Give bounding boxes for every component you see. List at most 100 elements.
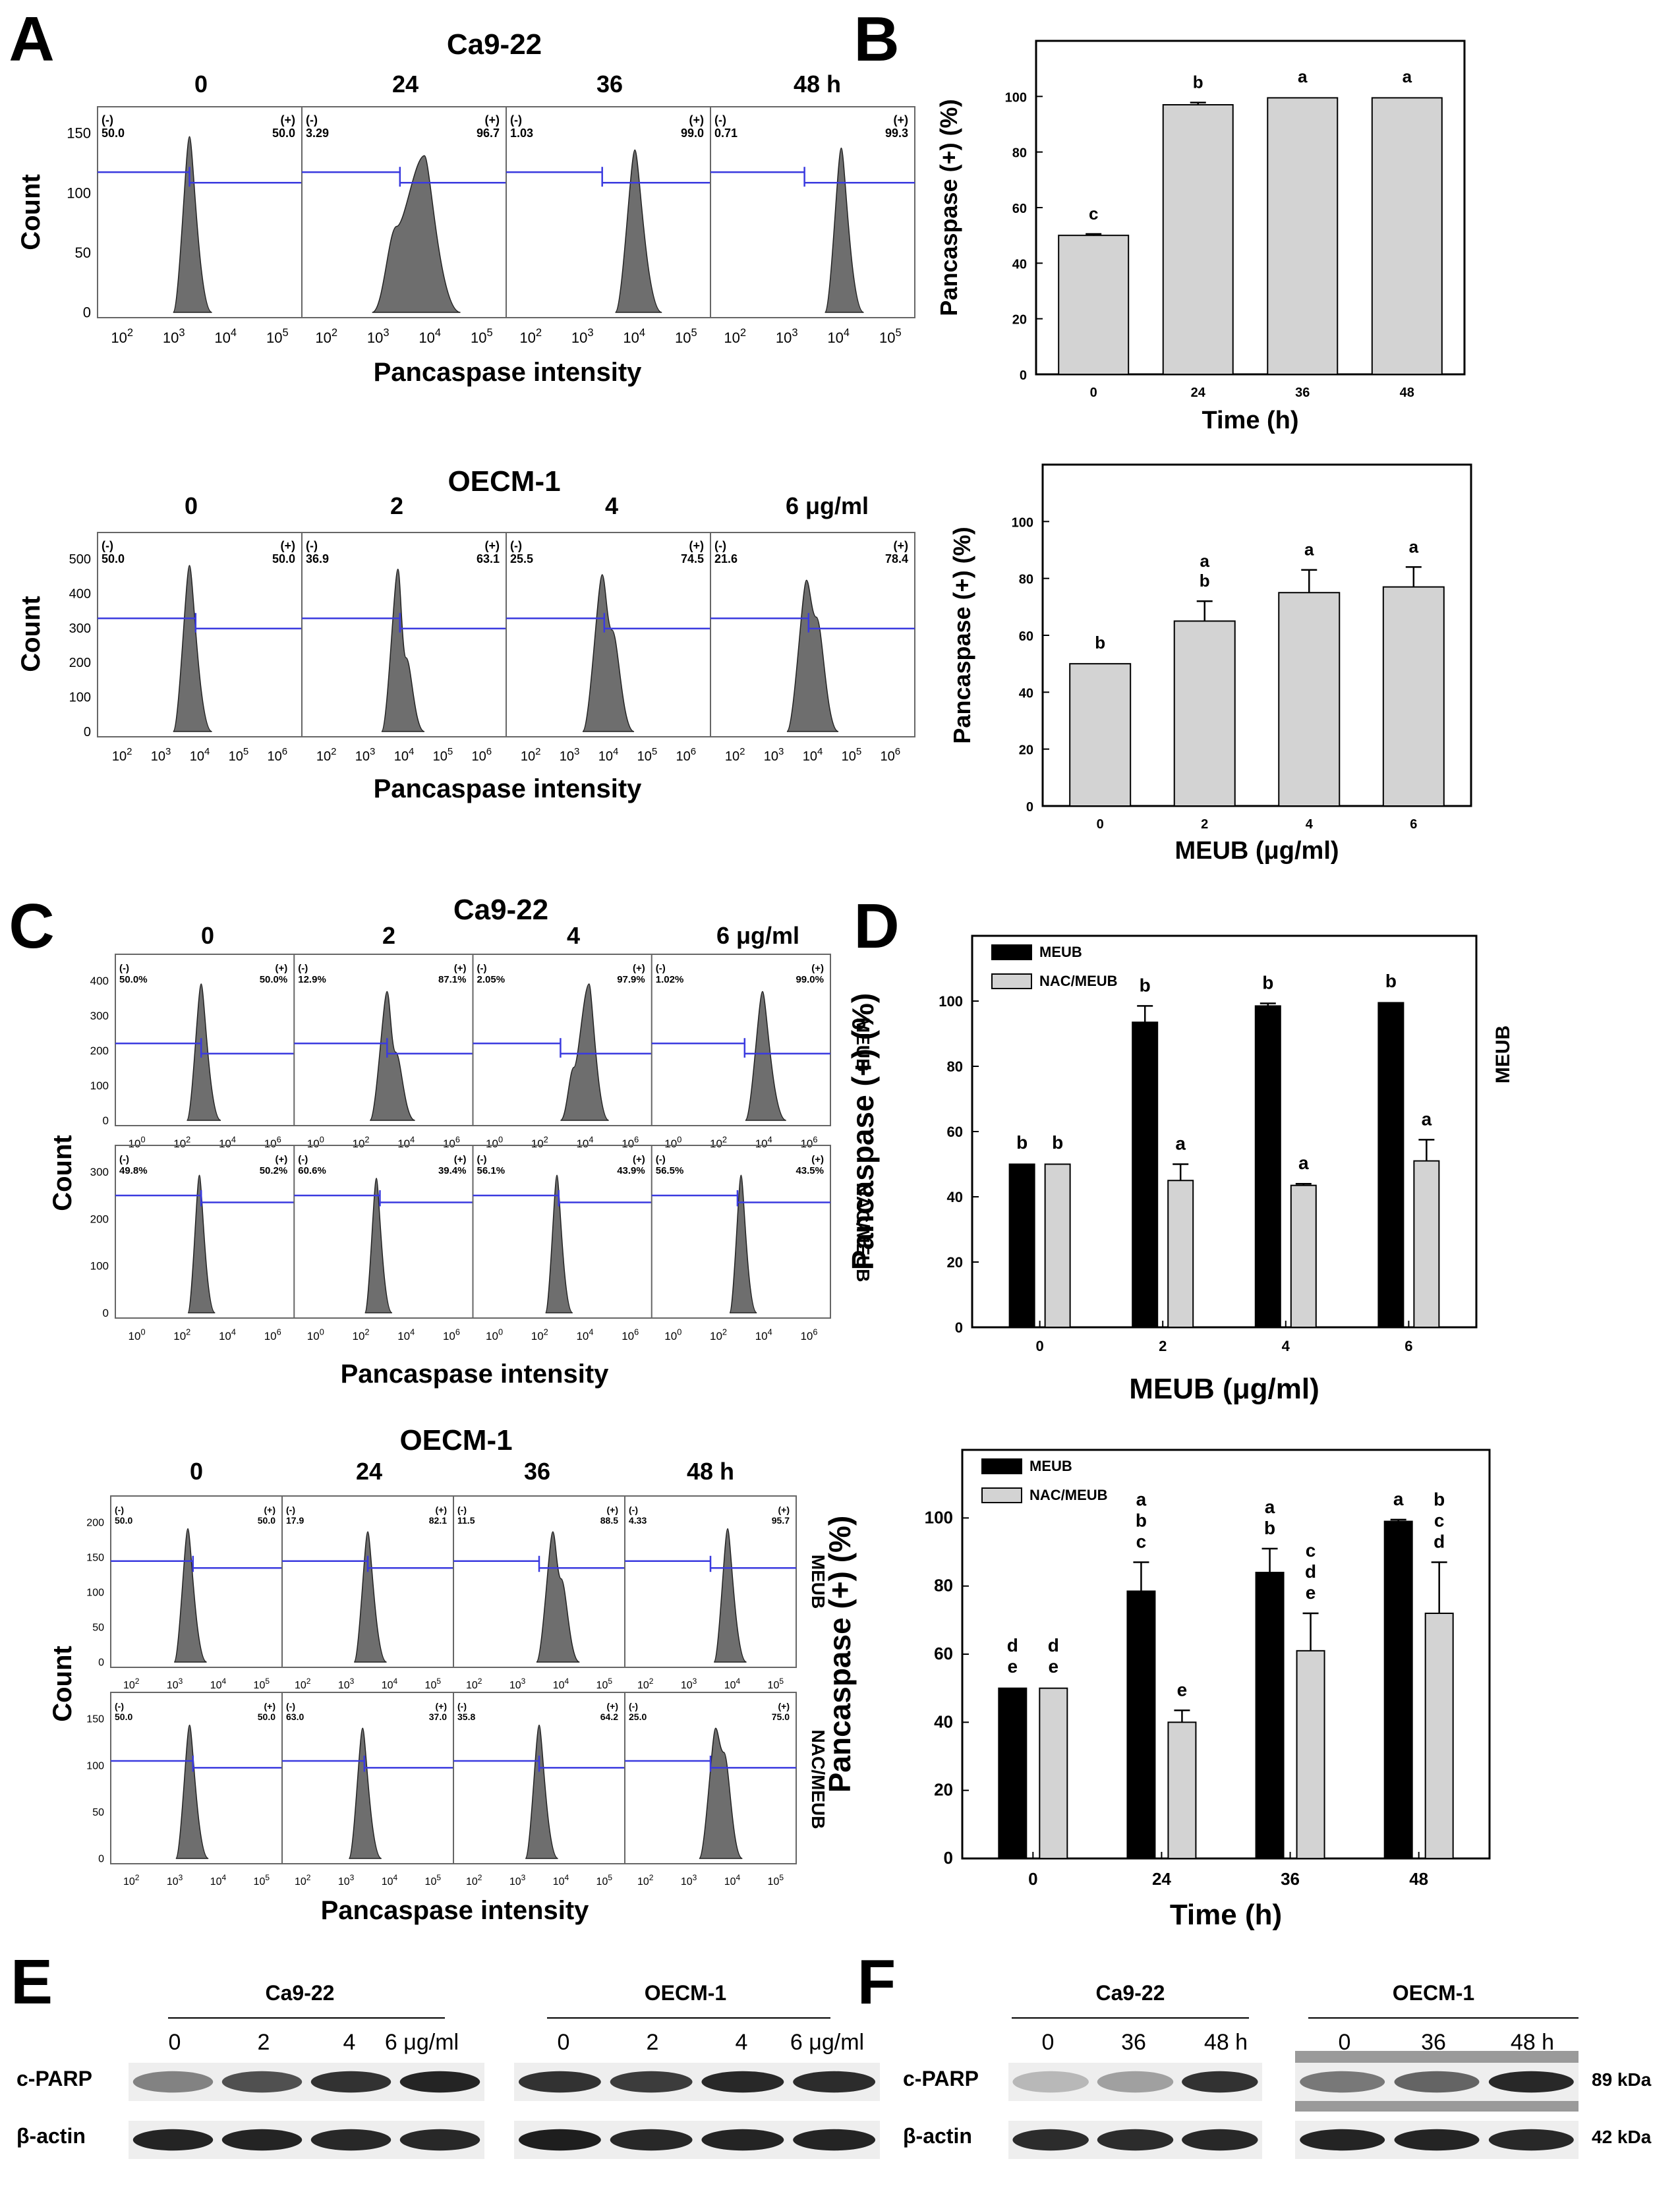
- e-row-label-bactin: β-actin: [16, 2124, 86, 2148]
- chart-d-top-bar: [1044, 1163, 1071, 1328]
- c-bottom-meub-neg-value: 50.0: [115, 1515, 132, 1526]
- e-cparp-ca922-band: [310, 2071, 391, 2093]
- c-top-lane-label: 0: [201, 922, 214, 949]
- c-bottom-nac-neg-label: (-): [286, 1701, 295, 1711]
- chart-d-top-legend-label: MEUB: [1039, 944, 1082, 960]
- a-top-ytick-label: 50: [75, 244, 91, 261]
- c-bottom-nac-histogram: [348, 1727, 382, 1859]
- c-bottom-meub-xtick-label: 105: [254, 1677, 270, 1691]
- chart-b-bottom-ytick-label: 60: [1019, 629, 1033, 644]
- a-bottom-neg-label: (-): [510, 539, 522, 552]
- c-bottom-meub-pos-value: 50.0: [258, 1515, 275, 1526]
- c-top-nac-pos-label: (+): [811, 1154, 824, 1165]
- c-top-nac-histogram: [364, 1178, 393, 1313]
- a-top-neg-value: 1.03: [510, 127, 533, 140]
- chart-d-top-sig-letter: a: [1298, 1153, 1309, 1173]
- chart-d-bottom-sig-letter: e: [1049, 1656, 1059, 1677]
- chart-d-top-ytick-label: 40: [947, 1189, 963, 1205]
- panel-letter-c: C: [9, 891, 54, 962]
- chart-b-bottom-sig-letter: a: [1200, 551, 1209, 571]
- c-top-nac-pos-value: 43.5%: [796, 1165, 824, 1176]
- c-bottom-nac-xtick-label: 102: [123, 1873, 140, 1887]
- chart-d-bottom-sig-letter: e: [1306, 1582, 1316, 1603]
- a-top-lane-label: 0: [194, 71, 208, 98]
- c-top-nac-xtick-label: 104: [755, 1327, 772, 1342]
- c-top-nac-xtick-label: 106: [264, 1327, 281, 1342]
- c-top-meub-pos-label: (+): [811, 963, 824, 974]
- a-bottom-pos-value: 50.0: [272, 552, 295, 565]
- a-bottom-ytick-label: 0: [84, 725, 91, 739]
- c-top-nac-pos-label: (+): [454, 1154, 467, 1165]
- chart-b-bottom-sig-letter: b: [1095, 633, 1105, 652]
- chart-b-bottom-xlabel: MEUB (μg/ml): [1174, 837, 1339, 865]
- f-cparp-oecm1-band: [1394, 2071, 1480, 2093]
- a-top-xtick-label: 103: [776, 327, 798, 346]
- c-top-meub-xtick-label: 104: [576, 1134, 593, 1150]
- a-bottom-xtick-label: 104: [803, 746, 823, 764]
- chart-d-top-ytick-label: 0: [955, 1319, 963, 1336]
- c-top-ylabel: Count: [48, 1135, 77, 1211]
- f-actin-ca922-band: [1097, 2129, 1174, 2151]
- c-bottom-meub-xtick-label: 105: [425, 1677, 442, 1691]
- c-bottom-nac-xtick-label: 105: [596, 1873, 613, 1887]
- chart-d-bottom-sig-letter: c: [1306, 1540, 1316, 1561]
- chart-b-bottom-bar: [1173, 620, 1236, 807]
- chart-d-bottom-ytick-label: 40: [934, 1711, 953, 1731]
- f-lane-label: 48 h: [1204, 2030, 1248, 2055]
- chart-d-bottom-sig-letter: b: [1434, 1489, 1445, 1510]
- e-lane-label: 0: [169, 2030, 181, 2055]
- c-bottom-nac-pos-label: (+): [607, 1701, 619, 1711]
- chart-d-top-legend-swatch: [991, 973, 1032, 989]
- a-bottom-title: OECM-1: [448, 465, 560, 498]
- e-lane-label: 2: [647, 2030, 659, 2055]
- c-top-meub-neg-value: 2.05%: [477, 974, 506, 985]
- a-bottom-neg-value: 25.5: [510, 552, 533, 565]
- c-top-nac-neg-label: (-): [656, 1154, 666, 1165]
- c-bottom-nac-xtick-label: 104: [724, 1873, 741, 1887]
- a-top-neg-label: (-): [714, 113, 726, 127]
- panel-letter-e: E: [11, 1947, 53, 2017]
- c-bottom-meub-histogram: [713, 1528, 747, 1663]
- chart-b-bottom-bar: [1382, 586, 1445, 807]
- a-top-pos-value: 99.0: [681, 127, 704, 140]
- chart-d-top-sig-letter: a: [1175, 1134, 1186, 1154]
- a-top-ytick-label: 0: [83, 304, 91, 321]
- chart-d-bottom-bar: [1039, 1687, 1068, 1860]
- e-cparp-oecm1-band: [793, 2071, 876, 2093]
- c-top-nac-xtick-label: 104: [397, 1327, 415, 1342]
- c-top-meub-neg-value: 50.0%: [119, 974, 148, 985]
- c-bottom-meub-neg-label: (-): [286, 1505, 295, 1515]
- chart-b-top-sig-letter: b: [1193, 72, 1203, 92]
- chart-d-bottom-legend-swatch: [981, 1487, 1022, 1503]
- c-top-meub-pos-value: 99.0%: [796, 974, 824, 985]
- c-bottom-nac-neg-label: (-): [115, 1701, 124, 1711]
- c-top-meub-pos-value: 87.1%: [438, 974, 467, 985]
- c-bottom-nac-xtick-label: 103: [681, 1873, 697, 1887]
- chart-b-bottom-ytick-label: 80: [1019, 573, 1033, 587]
- e-actin-oecm1-band: [518, 2129, 601, 2151]
- c-bottom-meub-pos-label: (+): [436, 1505, 448, 1515]
- c-bottom-meub-pos-value: 82.1: [429, 1515, 447, 1526]
- a-top-pos-value: 99.3: [885, 127, 908, 140]
- c-top-nac-xtick-label: 100: [129, 1327, 146, 1342]
- c-top-nac-pos-label: (+): [633, 1154, 645, 1165]
- c-bottom-meub-xtick-label: 103: [338, 1677, 355, 1691]
- c-top-meub-ytick-label: 300: [90, 1010, 109, 1022]
- c-bottom-nac-neg-value: 35.8: [457, 1711, 475, 1722]
- c-bottom-row-label-nac: NAC/MEUB: [808, 1730, 828, 1829]
- a-bottom-pos-label: (+): [894, 539, 909, 552]
- chart-d-bottom-sig-letter: d: [1048, 1635, 1059, 1655]
- c-bottom-nac-xtick-label: 102: [295, 1873, 311, 1887]
- c-top-row-label-nac: NAC/MEUB: [853, 1183, 873, 1282]
- c-bottom-meub-neg-value: 17.9: [286, 1515, 304, 1526]
- c-top-lane-label: 4: [567, 922, 580, 949]
- a-bottom-ytick-label: 500: [69, 552, 91, 567]
- chart-d-bottom-bar: [998, 1687, 1028, 1860]
- a-top-title: Ca9-22: [447, 28, 542, 61]
- c-top-nac-histogram: [729, 1174, 757, 1313]
- a-bottom-neg-value: 21.6: [714, 552, 738, 565]
- c-top-meub-xtick-label: 102: [173, 1134, 190, 1150]
- c-bottom-meub-xtick-label: 104: [724, 1677, 741, 1691]
- f-size-label-42kda: 42 kDa: [1592, 2127, 1652, 2147]
- f-size-label-89kda: 89 kDa: [1592, 2069, 1652, 2090]
